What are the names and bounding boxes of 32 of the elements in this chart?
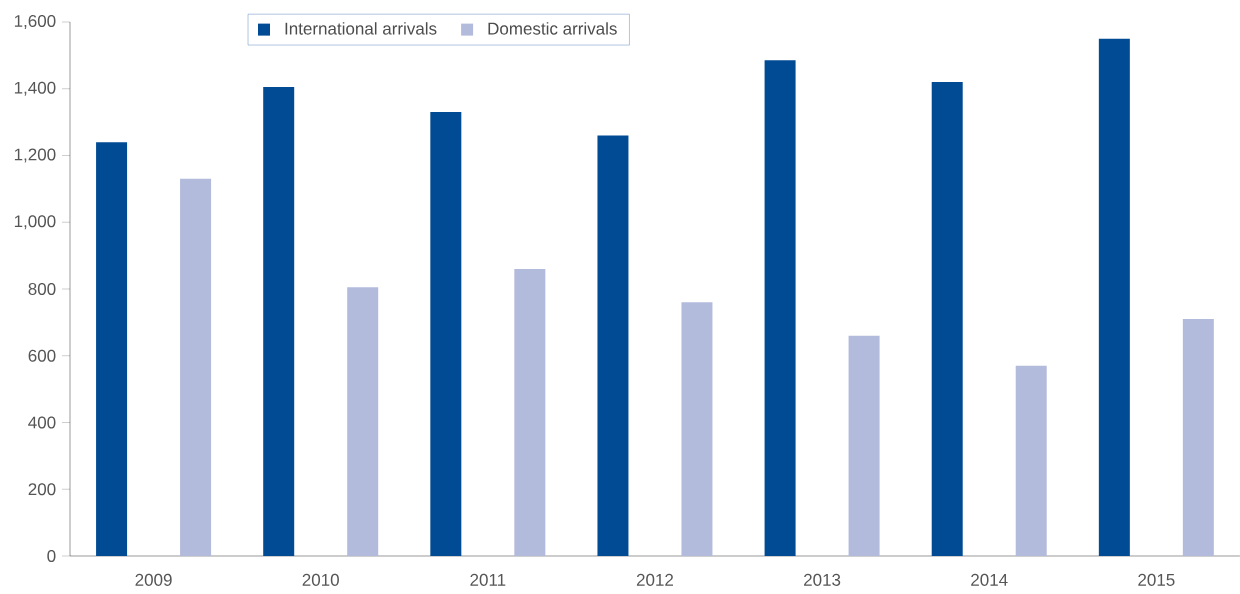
- y-tick-label: 400: [28, 416, 56, 429]
- x-tick-label: 2015: [1138, 573, 1175, 586]
- x-tick-label: 2009: [135, 573, 172, 586]
- y-tick-label: 800: [28, 282, 56, 296]
- bar: [96, 142, 128, 556]
- bar: [347, 287, 379, 556]
- bar: [1182, 319, 1214, 556]
- bar: [1098, 38, 1130, 556]
- y-tick-label: 1,600: [14, 14, 56, 30]
- bar: [514, 268, 546, 556]
- y-tick-label: 0: [47, 549, 56, 563]
- bar: [681, 302, 713, 556]
- bar: [764, 60, 796, 556]
- y-tick-label: 1,400: [14, 81, 56, 96]
- bar: [180, 178, 212, 556]
- bar: [1015, 365, 1047, 556]
- x-tick-label: 2013: [804, 573, 841, 586]
- x-tick-label: 2010: [302, 573, 339, 586]
- x-tick-label: 2011: [470, 573, 506, 586]
- y-tick-label: 1,200: [14, 148, 56, 163]
- x-tick-label: 2014: [971, 573, 1008, 586]
- bar: [263, 87, 295, 556]
- x-tick-label: 2012: [636, 573, 673, 586]
- y-tick-label: 600: [28, 349, 56, 362]
- bar: [597, 135, 629, 556]
- bar: [848, 335, 880, 556]
- legend-label: Domestic arrivals: [488, 22, 617, 35]
- bar: [430, 112, 462, 556]
- y-tick-label: 1,000: [14, 215, 56, 230]
- legend-label: International arrivals: [285, 22, 437, 35]
- bar: [931, 82, 963, 556]
- y-tick-label: 200: [28, 483, 56, 496]
